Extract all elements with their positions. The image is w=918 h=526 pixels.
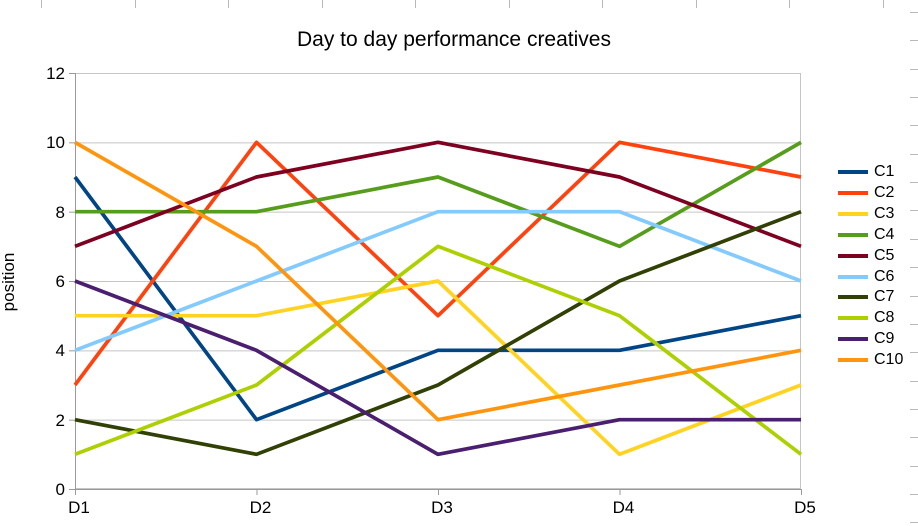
legend-item-C9: C9 [838,329,894,349]
legend-item-C1: C1 [838,162,894,182]
row-gridline-stub [910,182,918,183]
series-line-C6 [74,209,802,353]
legend-label: C3 [874,204,895,222]
chart-legend: C1 C2 C3 C4 C5 C6 C7 C8 C9 C10 [838,0,918,526]
legend-item-C2: C2 [838,183,894,203]
series-line-C8 [74,244,803,457]
series-line-C2 [73,140,802,387]
legend-label: C2 [874,183,895,201]
legend-swatch-C1 [838,170,868,174]
legend-item-C7: C7 [838,287,894,307]
column-gridline-stub [415,0,416,8]
column-gridline-stub [789,0,790,8]
y-tick-label: 8 [55,202,65,222]
series-line-C9 [74,279,801,457]
x-tick-label: D2 [249,498,272,517]
row-gridline-stub [910,437,918,438]
y-tick-label: 0 [55,480,65,499]
legend-swatch-C3 [838,211,868,216]
row-gridline-stub [910,125,918,126]
x-tick-label: D4 [612,498,635,517]
column-gridline-stub [509,0,510,8]
legend-swatch-C7 [838,295,868,300]
series-line-C5 [74,140,802,249]
legend-swatch-C8 [838,316,868,321]
row-gridline-stub [910,69,918,70]
x-tick-label: D3 [431,498,453,517]
row-gridline-stub [910,267,918,268]
column-gridline-stub [135,0,136,8]
row-gridline-stub [910,494,918,495]
column-gridline-stub [322,0,323,8]
y-tick-label: 10 [46,133,65,153]
legend-item-C3: C3 [838,204,894,224]
legend-label: C6 [874,267,895,285]
row-gridline-stub [910,40,918,41]
column-gridline-stub [41,0,42,8]
legend-label: C10 [874,351,904,369]
legend-label: C4 [874,225,895,243]
row-gridline-stub [910,466,918,467]
row-gridline-stub [910,12,918,13]
row-gridline-stub [910,154,918,155]
legend-swatch-C9 [838,337,868,342]
legend-swatch-C5 [838,253,868,258]
legend-label: C9 [874,330,895,348]
column-gridline-stub [696,0,697,8]
legend-item-C10: C10 [838,350,903,370]
y-tick-label: 12 [46,64,65,83]
legend-item-C6: C6 [838,267,894,287]
row-gridline-stub [910,352,918,353]
row-gridline-stub [910,239,918,240]
legend-item-C8: C8 [838,308,894,328]
legend-label: C8 [874,309,895,327]
legend-label: C1 [874,163,895,180]
series-line-C1 [73,175,802,422]
row-gridline-stub [910,296,918,297]
legend-label: C5 [874,246,895,264]
legend-swatch-C4 [838,232,868,237]
row-gridline-stub [910,324,918,325]
column-gridline-stub [883,0,884,8]
legend-item-C5: C5 [838,246,894,266]
series-line-C3 [75,279,802,457]
chart-title: Day to day performance creatives [297,28,611,51]
legend-swatch-C6 [838,274,868,279]
column-gridline-stub [228,0,229,8]
row-gridline-stub [910,97,918,98]
legend-swatch-C10 [838,358,868,363]
y-tick-label: 6 [55,272,65,291]
legend-swatch-C2 [838,190,868,195]
series-line-C7 [74,209,802,457]
y-tick-label: 4 [55,341,65,361]
x-tick-label: D1 [68,498,90,517]
row-gridline-stub [910,522,918,523]
series-line-C10 [74,140,802,422]
column-gridline-stub [602,0,603,8]
legend-label: C7 [874,288,895,306]
row-gridline-stub [910,409,918,410]
row-gridline-stub [910,381,918,382]
x-tick-label: D5 [794,498,816,517]
row-gridline-stub [910,210,918,211]
legend-item-C4: C4 [838,225,894,245]
y-tick-label: 2 [55,410,65,430]
